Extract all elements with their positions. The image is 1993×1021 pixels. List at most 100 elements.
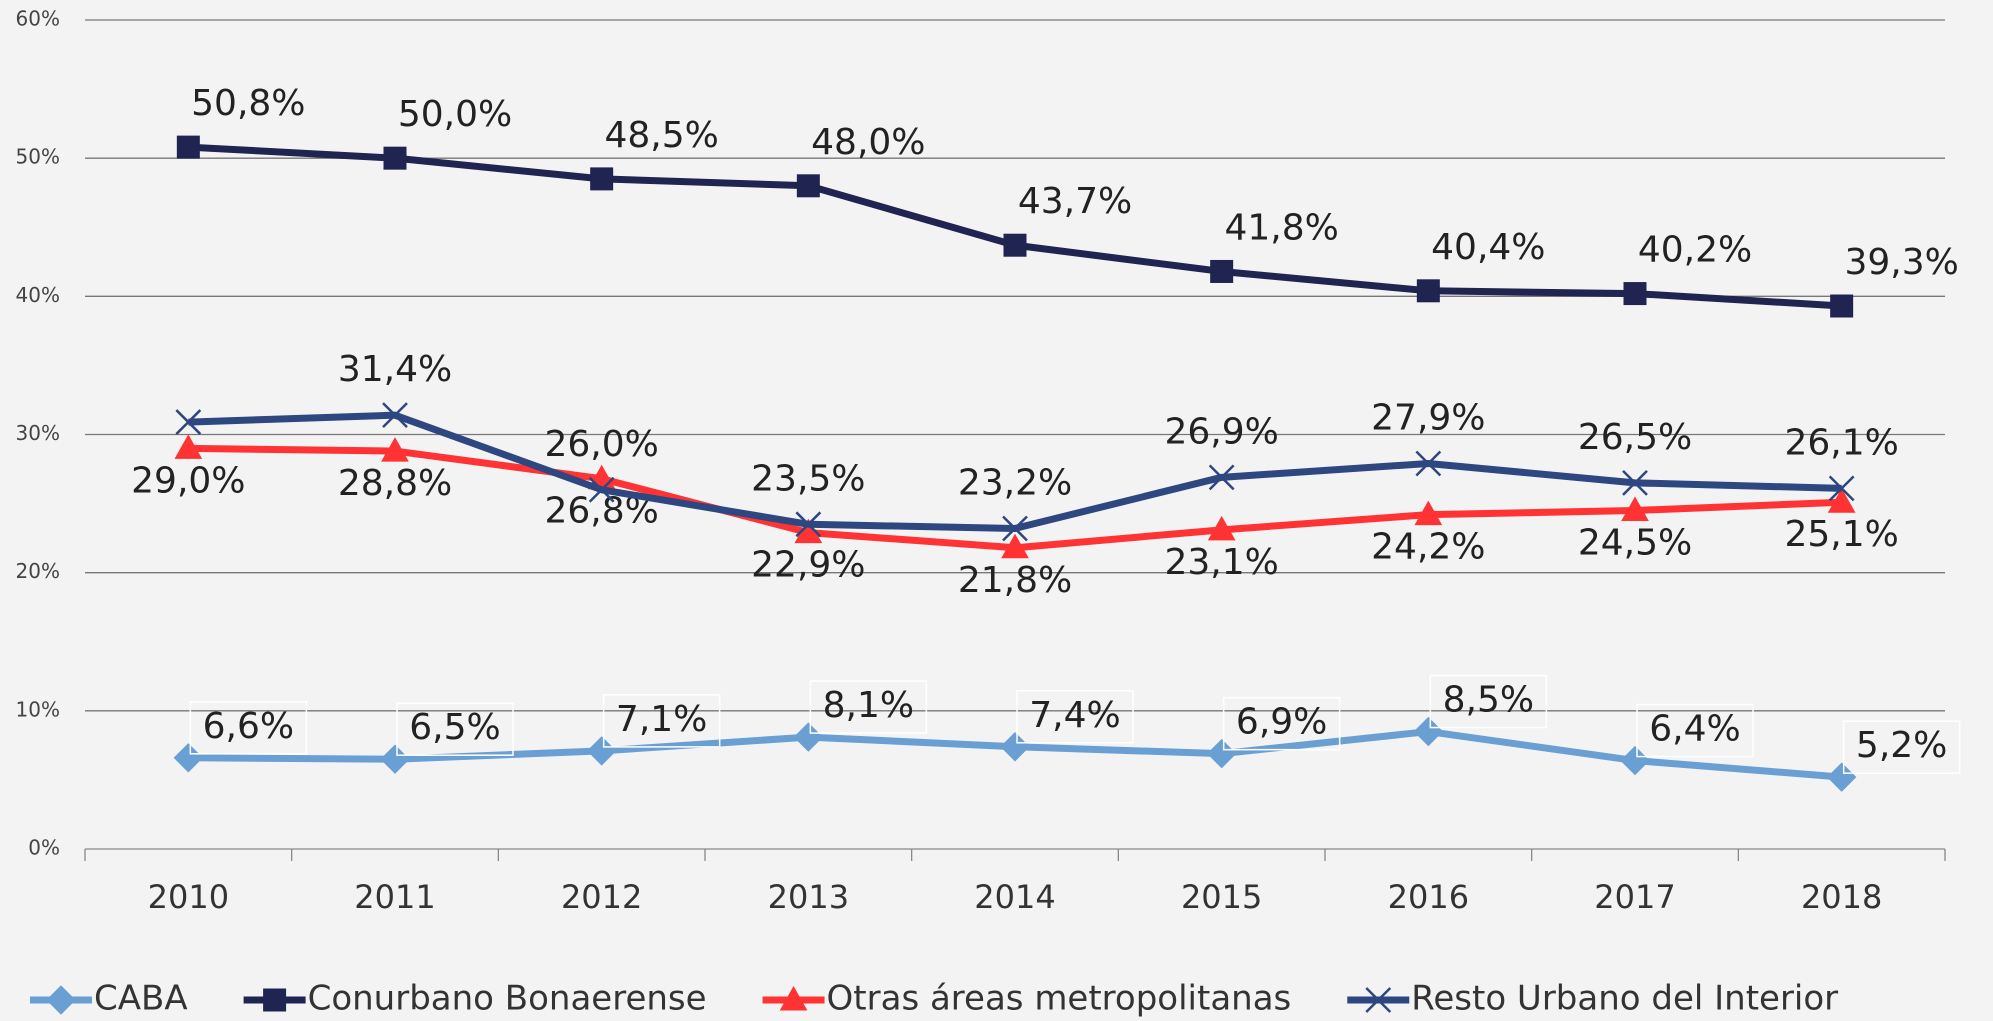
legend-item: Otras áreas metropolitanas xyxy=(762,979,1292,1019)
label-box xyxy=(1636,703,1754,758)
marker xyxy=(173,743,204,773)
marker xyxy=(1002,515,1028,542)
marker xyxy=(1206,738,1237,769)
data-label: 28,8% xyxy=(338,463,452,504)
marker xyxy=(588,476,615,503)
data-label: 6,9% xyxy=(1236,702,1327,743)
series: 6,6% 6,5% 7,1% 8,1% 7,4% 6,9% 8,5% 6,4% 5,2% xyxy=(173,674,1961,792)
x-tick-label: 2016 xyxy=(1388,878,1469,916)
data-label: 43,7% xyxy=(1018,181,1132,222)
y-tick-label: 50% xyxy=(16,145,60,169)
y-tick-label: 20% xyxy=(16,559,60,583)
legend-item: Resto Urbano del Interior xyxy=(1347,979,1838,1019)
label-box xyxy=(1842,720,1961,774)
y-tick-label: 40% xyxy=(16,283,60,307)
data-label: 23,1% xyxy=(1164,542,1278,583)
marker xyxy=(380,744,410,774)
marker xyxy=(796,174,820,198)
data-label: 48,5% xyxy=(604,115,718,156)
marker xyxy=(779,985,808,1011)
data-label: 50,0% xyxy=(398,94,512,135)
data-label: 41,8% xyxy=(1224,207,1338,248)
marker xyxy=(1001,533,1029,559)
data-label: 40,2% xyxy=(1638,230,1752,271)
data-label: 23,2% xyxy=(958,462,1072,503)
data-label: 39,3% xyxy=(1844,242,1958,283)
legend-item: CABA xyxy=(30,979,188,1019)
x-tick-label: 2012 xyxy=(561,878,642,916)
marker xyxy=(175,409,202,435)
series: 31,4% 26,0% 23,5% 23,2% 26,9% 27,9% 26,5% 26,1% xyxy=(175,349,1899,542)
data-label: 22,9% xyxy=(751,545,865,586)
data-label: 29,0% xyxy=(131,460,245,501)
series: 50,8% 50,0% 48,5% 48,0% 43,7% 41,8% 40,4% 40,2%… xyxy=(176,83,1959,318)
data-label: 50,8% xyxy=(191,83,305,124)
data-label: 25,1% xyxy=(1784,514,1898,555)
label-box xyxy=(1016,690,1134,744)
marker xyxy=(1827,488,1856,513)
marker xyxy=(1621,496,1649,521)
marker xyxy=(1413,716,1444,747)
marker xyxy=(1207,515,1236,541)
data-label: 27,9% xyxy=(1371,398,1485,439)
data-label: 31,4% xyxy=(338,349,452,390)
legend-item: Conurbano Bonaerense xyxy=(243,979,707,1019)
marker xyxy=(46,985,76,1015)
data-label: 8,1% xyxy=(823,685,914,726)
data-label: 6,5% xyxy=(409,707,500,748)
marker xyxy=(381,437,409,462)
marker xyxy=(793,722,824,752)
data-label: 23,5% xyxy=(751,458,865,499)
marker xyxy=(174,434,203,459)
data-label: 26,0% xyxy=(544,424,658,465)
marker xyxy=(263,988,287,1012)
data-label: 24,2% xyxy=(1371,527,1485,568)
x-tick-label: 2011 xyxy=(354,878,435,916)
x-tick-label: 2014 xyxy=(974,878,1055,916)
data-label: 24,5% xyxy=(1578,522,1692,563)
marker xyxy=(1208,464,1235,491)
marker xyxy=(1000,732,1030,762)
x-tick-label: 2015 xyxy=(1181,878,1262,916)
label-box xyxy=(602,694,721,748)
legend-label: CABA xyxy=(94,979,188,1019)
x-tick-label: 2013 xyxy=(768,878,849,916)
marker xyxy=(1414,500,1443,526)
marker xyxy=(1416,279,1440,303)
data-label: 6,6% xyxy=(203,706,294,747)
data-label: 26,1% xyxy=(1784,422,1898,463)
data-label: 6,4% xyxy=(1649,709,1740,750)
x-tick-label: 2017 xyxy=(1594,878,1675,916)
y-tick-label: 30% xyxy=(16,421,60,445)
data-label: 7,4% xyxy=(1029,695,1120,736)
legend-label: Resto Urbano del Interior xyxy=(1411,979,1838,1019)
marker xyxy=(1620,745,1650,776)
label-box xyxy=(396,702,514,756)
marker xyxy=(383,146,407,170)
series-line xyxy=(188,143,1842,310)
label-box xyxy=(1429,674,1548,729)
label-box xyxy=(1222,696,1341,751)
label-box xyxy=(809,680,928,734)
marker xyxy=(1622,469,1648,496)
y-tick-label: 0% xyxy=(28,836,60,860)
legend-label: Otras áreas metropolitanas xyxy=(827,979,1292,1019)
marker xyxy=(586,736,617,766)
marker xyxy=(795,511,822,538)
marker xyxy=(590,167,614,191)
marker xyxy=(1623,282,1647,306)
marker xyxy=(1828,475,1855,502)
marker xyxy=(1365,987,1392,1013)
marker xyxy=(176,135,200,159)
data-label: 5,2% xyxy=(1856,725,1947,766)
marker xyxy=(1210,259,1234,283)
marker xyxy=(1826,762,1857,792)
y-tick-label: 10% xyxy=(16,697,60,721)
marker xyxy=(382,402,408,429)
marker xyxy=(1415,450,1442,477)
data-label: 7,1% xyxy=(616,699,707,740)
marker xyxy=(1830,294,1854,318)
x-tick-label: 2010 xyxy=(148,878,229,916)
y-tick-label: 60% xyxy=(16,7,60,31)
